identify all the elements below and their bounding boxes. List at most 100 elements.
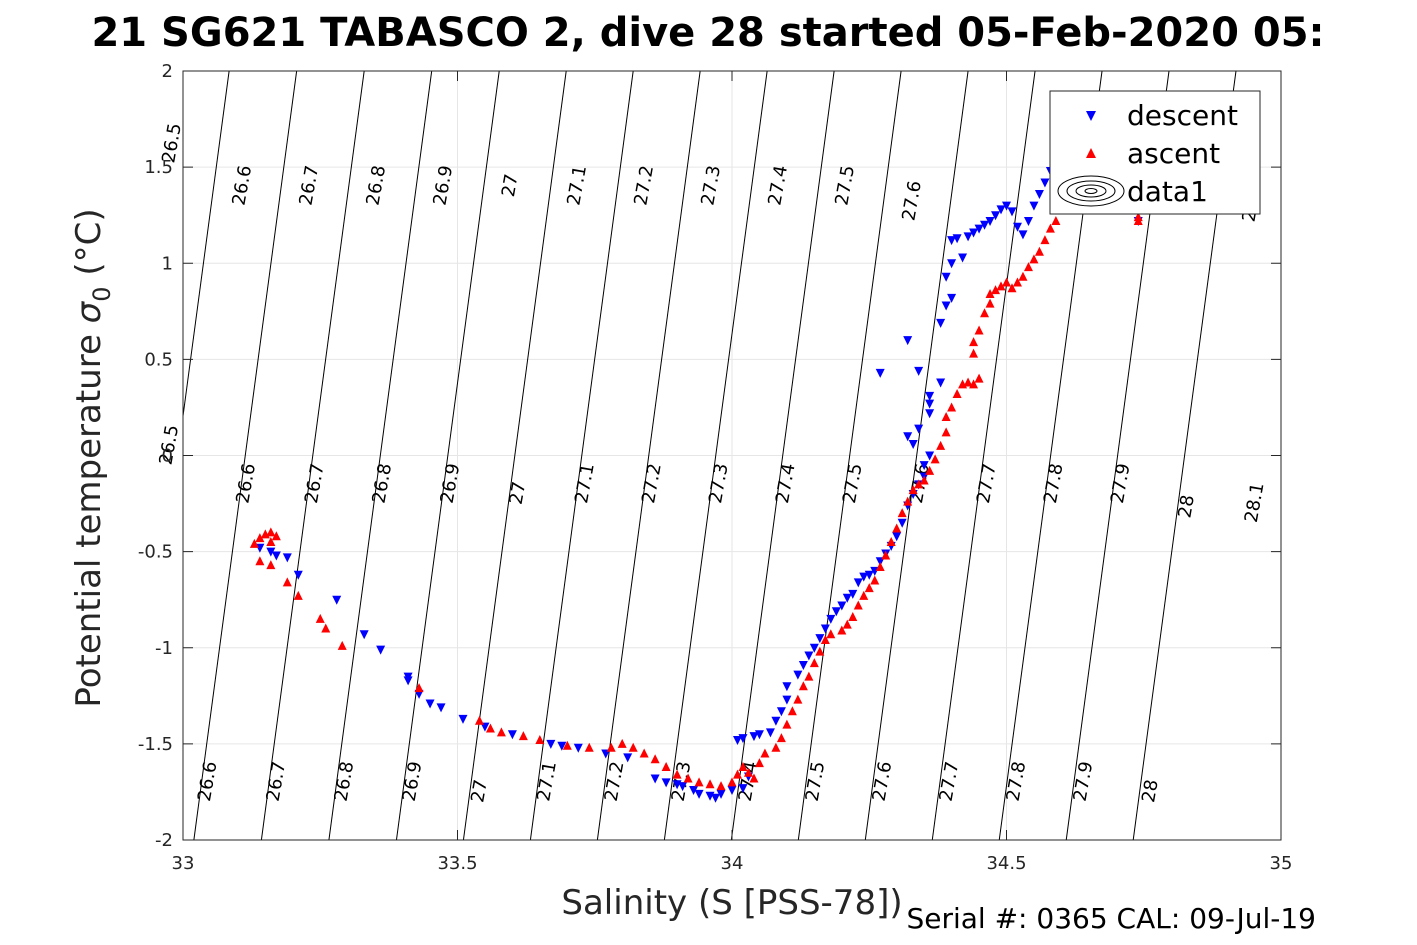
descent-point (480, 722, 490, 732)
ascent-point (941, 427, 951, 437)
ascent-point (606, 742, 616, 752)
descent-point (985, 216, 995, 226)
y-tick-label: -1 (155, 638, 173, 659)
ascent-point (793, 694, 803, 704)
isopycnal-line (395, 70, 500, 841)
y-axis-label-sub: 0 (88, 286, 116, 301)
y-tick-label: -1.5 (138, 734, 173, 755)
y-tick-label: -0.5 (138, 542, 173, 563)
descent-point (716, 789, 726, 799)
isopycnal-line (529, 70, 634, 841)
ascent-point (1045, 223, 1055, 233)
ascent-point (771, 742, 781, 752)
ascent-point (754, 758, 764, 768)
serial-cal-footer: Serial #: 0365 CAL: 09-Jul-19 (906, 902, 1316, 935)
ascent-point (266, 537, 276, 547)
x-tick-label: 34.5 (986, 853, 1026, 874)
ascent-point (617, 738, 627, 748)
ascent-point (743, 767, 753, 777)
y-tick-label: 1.5 (144, 157, 173, 178)
ascent-point (815, 646, 825, 656)
descent-point (782, 682, 792, 692)
ascent-point (963, 377, 973, 387)
ascent-point (897, 508, 907, 518)
ascent-point (315, 613, 325, 623)
legend: descent ascent data1 (1049, 90, 1261, 215)
descent-point (892, 532, 902, 542)
descent-series (255, 149, 1143, 803)
descent-point (546, 739, 556, 749)
y-axis-label: Potential temperature σ0 (°C) (69, 208, 116, 707)
y-tick-label: 1 (162, 253, 173, 274)
descent-point (925, 399, 935, 409)
isopycnal-line (328, 70, 433, 841)
ascent-point (1012, 277, 1022, 287)
ascent-point (974, 325, 984, 335)
descent-point (936, 318, 946, 328)
legend-data1-label: data1 (1127, 175, 1208, 208)
ascent-point (969, 379, 979, 389)
descent-point (771, 716, 781, 726)
ascent-point (991, 285, 1001, 295)
ascent-point (562, 740, 572, 750)
ascent-point (1040, 235, 1050, 245)
ascent-point (1051, 215, 1061, 225)
descent-point (793, 670, 803, 680)
isopycnal-line (730, 70, 835, 841)
descent-point (557, 741, 567, 751)
descent-point (1034, 190, 1044, 200)
x-tick-label: 34 (721, 853, 744, 874)
ascent-point (903, 496, 913, 506)
isopycnal-label: 28 (1174, 493, 1199, 519)
y-axis-label-unit: (°C) (69, 208, 109, 286)
descent-point (436, 703, 446, 713)
descent-point (271, 551, 281, 561)
y-tick-label: -2 (155, 830, 173, 851)
descent-point (738, 734, 748, 744)
descent-point (963, 232, 973, 242)
descent-point (804, 651, 814, 661)
isopycnal-label: 28 (1138, 778, 1163, 804)
legend-box (1049, 90, 1261, 215)
descent-point (776, 707, 786, 717)
x-axis-ticks: 33 33.5 34 34.5 35 (172, 71, 1292, 874)
ascent-point (639, 748, 649, 758)
descent-point (820, 624, 830, 634)
descent-point (842, 593, 852, 603)
ascent-point (321, 623, 331, 633)
ascent-point (996, 281, 1006, 291)
descent-point (991, 211, 1001, 221)
y-axis-label-main: Potential temperature (69, 323, 109, 707)
y-tick-label: 0 (162, 446, 173, 467)
descent-point (1002, 201, 1011, 211)
legend-ascent-label: ascent (1127, 137, 1220, 170)
ascent-point (1007, 283, 1017, 293)
descent-point (359, 630, 369, 640)
descent-point (425, 699, 435, 709)
descent-point (809, 643, 819, 653)
isopycnal-line (193, 70, 298, 841)
descent-point (458, 714, 468, 724)
descent-point (941, 301, 951, 311)
descent-point (678, 782, 688, 792)
descent-point (903, 432, 913, 442)
ascent-point (732, 769, 742, 779)
descent-point (897, 518, 907, 528)
y-axis-ticks: -2 -1.5 -1 -0.5 0 0.5 1 1.5 2 (138, 61, 1281, 851)
descent-point (403, 676, 413, 686)
ascent-point (716, 781, 726, 791)
legend-data1-contour-icon (1057, 175, 1125, 207)
descent-point (798, 661, 808, 671)
descent-point (623, 753, 633, 763)
descent-point (1007, 207, 1017, 217)
isopycnal-label: 27 (467, 778, 492, 804)
ascent-point (787, 706, 797, 716)
ascent-point (969, 348, 979, 358)
descent-point (914, 366, 924, 376)
ascent-point (727, 777, 737, 787)
legend-descent-marker (1086, 111, 1096, 121)
descent-point (875, 557, 885, 567)
ascent-point (661, 761, 671, 771)
ascent-point (496, 727, 506, 737)
ascent-point (870, 575, 880, 585)
